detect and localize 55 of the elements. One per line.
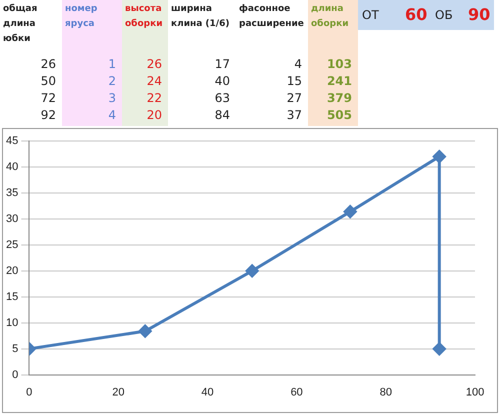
- text: 84: [214, 107, 230, 124]
- x-tick-label: 40: [201, 386, 214, 398]
- text: 20: [146, 107, 162, 124]
- y-tick-label: 45: [6, 135, 18, 148]
- text: 241: [326, 73, 352, 90]
- text: 3: [107, 90, 116, 107]
- text: 50: [40, 73, 56, 90]
- text: общая длина юбки: [3, 2, 38, 46]
- text: высота оборки: [125, 3, 164, 31]
- text: 22: [146, 90, 162, 107]
- text: фасонное расширение: [239, 3, 305, 31]
- y-tick-label: 40: [6, 161, 18, 174]
- x-tick-label: 60: [290, 386, 303, 398]
- x-tick-label: 20: [112, 386, 125, 398]
- y-tick-label: 0: [12, 368, 18, 381]
- y-tick-label: 5: [12, 342, 18, 355]
- text: 26: [146, 56, 162, 73]
- text: 92: [40, 107, 56, 124]
- text: ОБ: [435, 7, 453, 24]
- text: 103: [326, 56, 352, 73]
- text: 4: [293, 56, 302, 73]
- text: ОТ: [362, 7, 379, 24]
- text: 4: [107, 107, 116, 124]
- text: 26: [40, 56, 56, 73]
- text: длина оборки: [311, 3, 350, 31]
- x-tick-label: 100: [466, 386, 484, 398]
- point: [344, 205, 357, 218]
- point: [246, 264, 259, 278]
- text: 90: [468, 4, 490, 26]
- text: 72: [40, 90, 56, 107]
- text: 60: [405, 4, 428, 26]
- text: 63: [214, 90, 230, 107]
- y-tick-label: 20: [6, 264, 18, 277]
- y-tick-label: 10: [6, 316, 18, 329]
- y-tick-label: 35: [6, 186, 18, 199]
- text: 15: [286, 73, 302, 90]
- text: 505: [326, 107, 352, 124]
- text: 2: [107, 73, 116, 90]
- point: [138, 324, 152, 338]
- text: 37: [286, 107, 302, 124]
- y-tick-label: 15: [6, 290, 18, 303]
- text: 17: [214, 56, 230, 73]
- x-tick-label: 0: [26, 386, 32, 398]
- text: 24: [146, 73, 162, 90]
- text: 379: [326, 90, 352, 107]
- x-tick-label: 80: [380, 386, 392, 398]
- y-tick-label: 25: [6, 238, 18, 251]
- text: 40: [214, 73, 230, 90]
- text: 1: [107, 56, 116, 73]
- text: ширина клина (1/6): [171, 3, 230, 31]
- text: номер яруса: [65, 3, 98, 31]
- y-tick-label: 30: [6, 212, 18, 225]
- point: [432, 342, 446, 356]
- text: 27: [286, 90, 302, 107]
- point: [432, 150, 446, 164]
